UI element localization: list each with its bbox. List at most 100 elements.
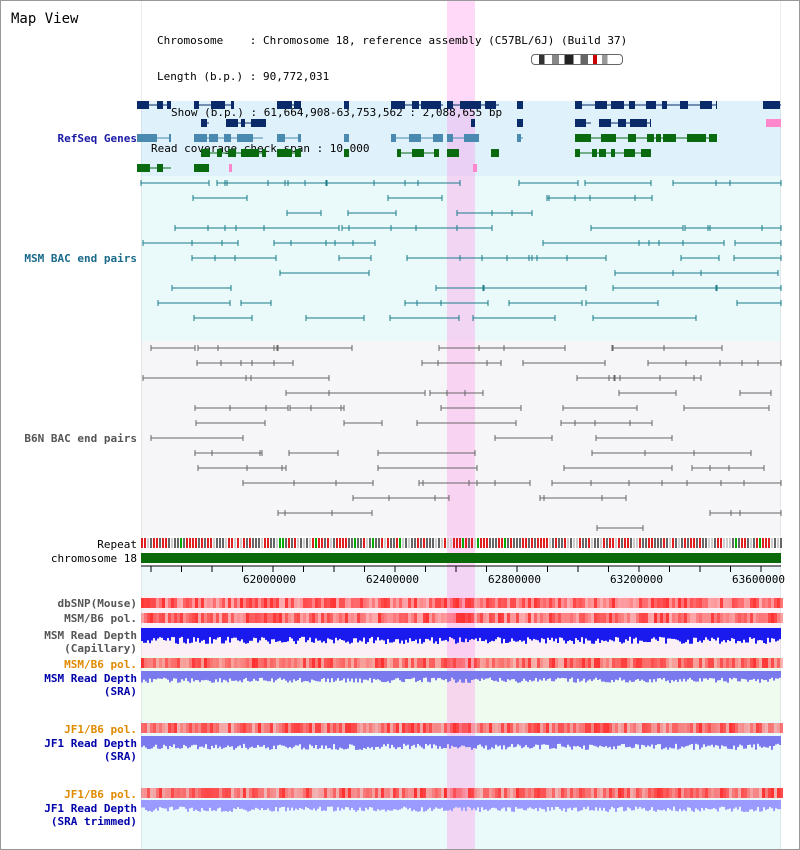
msm-depth-cap-bar xyxy=(431,628,433,638)
msm-b6-pol-strip xyxy=(411,613,414,623)
gene-exon xyxy=(194,164,209,172)
jf1-depth-sra-bar xyxy=(483,736,485,749)
label-jf1-depth-trim-1[interactable]: JF1 Read Depth xyxy=(44,802,137,815)
label-msm-depth-cap-1[interactable]: MSM Read Depth xyxy=(44,629,137,642)
msm-b6-pol-strip xyxy=(570,613,573,623)
msm-b6-pol-strip xyxy=(561,613,564,623)
repeat-block xyxy=(540,538,542,548)
jf1-b6-pol2-strip xyxy=(327,788,330,798)
dbsnp-strip xyxy=(159,598,162,608)
jf1-b6-pol2-strip xyxy=(381,788,384,798)
label-msm-depth-sra-1[interactable]: MSM Read Depth xyxy=(44,672,137,685)
jf1-b6-pol2-strip xyxy=(651,788,654,798)
jf1-depth-trim-bar xyxy=(735,800,737,808)
jf1-b6-pol2-strip xyxy=(546,788,549,798)
jf1-b6-pol-strip xyxy=(618,723,621,733)
msm-b6-pol-strip xyxy=(573,613,576,623)
jf1-depth-sra-bar xyxy=(619,736,621,746)
jf1-depth-sra-bar xyxy=(635,736,637,745)
label-jf1-b6-pol-1[interactable]: JF1/B6 pol. xyxy=(64,723,137,736)
jf1-b6-pol2-strip xyxy=(423,788,426,798)
msm-b6-pol-strip xyxy=(510,613,513,623)
gene-exon xyxy=(298,134,301,142)
label-dbsnp[interactable]: dbSNP(Mouse) xyxy=(57,597,137,610)
msm-depth-cap-bar xyxy=(573,628,575,644)
jf1-b6-pol-strip xyxy=(165,723,168,733)
dbsnp-strip xyxy=(285,598,288,608)
msm-depth-cap-bar xyxy=(685,628,687,643)
jf1-b6-pol-strip xyxy=(678,723,681,733)
repeat-block xyxy=(252,538,254,548)
jf1-depth-sra-bar xyxy=(431,736,433,749)
jf1-depth-trim-bar xyxy=(429,800,431,808)
repeat-block xyxy=(387,538,389,548)
label-b6n-bac[interactable]: B6N BAC end pairs xyxy=(24,432,137,445)
label-refseq-genes[interactable]: RefSeq Genes xyxy=(57,132,137,145)
msm-depth-cap-bar xyxy=(703,628,705,641)
label-jf1-b6-pol-2[interactable]: JF1/B6 pol. xyxy=(64,788,137,801)
jf1-depth-sra-bar xyxy=(299,736,301,745)
jf1-depth-sra-bar xyxy=(489,736,491,750)
msm-b6-pol2-strip xyxy=(309,658,312,668)
msm-b6-pol2-strip xyxy=(549,658,552,668)
jf1-depth-sra-bar xyxy=(449,736,451,749)
msm-depth-cap-bar xyxy=(225,628,227,641)
jf1-depth-trim-bar xyxy=(397,800,399,811)
msm-b6-pol2-strip xyxy=(741,658,744,668)
jf1-depth-trim-bar xyxy=(425,800,427,811)
jf1-depth-sra-bar xyxy=(297,736,299,746)
jf1-depth-trim-bar xyxy=(475,800,477,811)
jf1-b6-pol2-strip xyxy=(318,788,321,798)
jf1-depth-sra-bar xyxy=(215,736,217,745)
jf1-depth-trim-bar xyxy=(623,800,625,812)
label-msm-bac[interactable]: MSM BAC end pairs xyxy=(24,252,137,265)
msm-b6-pol2-strip xyxy=(399,658,402,668)
label-repeat[interactable]: Repeat xyxy=(97,538,137,551)
chromosome-ideogram[interactable] xyxy=(531,54,623,65)
dbsnp-strip xyxy=(567,598,570,608)
msm-depth-sra-bar xyxy=(335,671,337,681)
msm-b6-pol2-strip xyxy=(345,658,348,668)
dbsnp-strip xyxy=(639,598,642,608)
msm-b6-pol2-strip xyxy=(297,658,300,668)
msm-depth-cap-bar xyxy=(597,628,599,639)
msm-b6-pol-strip xyxy=(639,613,642,623)
selection-highlight[interactable] xyxy=(447,1,475,849)
msm-b6-pol2-strip xyxy=(753,658,756,668)
jf1-depth-trim-bar xyxy=(599,800,601,808)
msm-b6-pol2-strip xyxy=(330,658,333,668)
msm-depth-cap-bar xyxy=(199,628,201,643)
jf1-depth-trim-bar xyxy=(457,800,459,808)
dbsnp-strip xyxy=(300,598,303,608)
label-jf1-depth-sra-1[interactable]: JF1 Read Depth xyxy=(44,737,137,750)
msm-depth-sra-bar xyxy=(697,671,699,682)
msm-depth-sra-bar xyxy=(569,671,571,679)
msm-depth-sra-bar xyxy=(375,671,377,680)
msm-depth-sra-bar xyxy=(357,671,359,683)
jf1-depth-sra-bar xyxy=(717,736,719,746)
msm-b6-pol-strip xyxy=(486,613,489,623)
msm-b6-pol-strip xyxy=(297,613,300,623)
msm-depth-cap-bar xyxy=(173,628,175,638)
repeat-block xyxy=(318,538,320,548)
label-chromosome[interactable]: chromosome 18 xyxy=(50,552,137,565)
repeat-block xyxy=(393,538,395,548)
msm-depth-sra-bar xyxy=(299,671,301,678)
msm-depth-cap-bar xyxy=(367,628,369,643)
label-msm-b6-pol-1[interactable]: MSM/B6 pol. xyxy=(64,612,137,625)
repeat-block xyxy=(471,538,473,548)
dbsnp-strip xyxy=(591,598,594,608)
msm-depth-cap-bar xyxy=(165,628,167,641)
dbsnp-strip xyxy=(753,598,756,608)
jf1-depth-trim-bar xyxy=(527,800,529,809)
msm-b6-pol-strip xyxy=(219,613,222,623)
repeat-block xyxy=(654,538,656,548)
msm-b6-pol-strip xyxy=(618,613,621,623)
msm-depth-cap-bar xyxy=(409,628,411,639)
msm-b6-pol2-strip xyxy=(582,658,585,668)
label-msm-b6-pol-2[interactable]: MSM/B6 pol. xyxy=(64,658,137,671)
repeat-block xyxy=(336,538,338,548)
jf1-b6-pol2-strip xyxy=(603,788,606,798)
jf1-b6-pol-strip xyxy=(423,723,426,733)
